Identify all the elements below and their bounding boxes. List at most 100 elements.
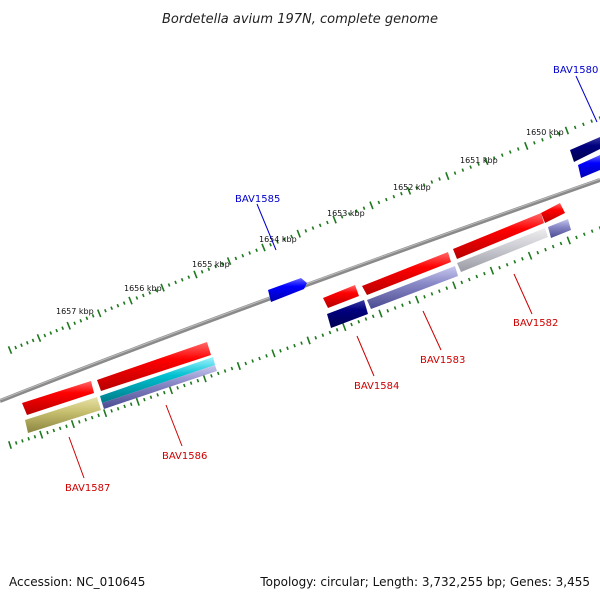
leader-bav1587 bbox=[68, 436, 85, 479]
inner-tick-mark bbox=[84, 417, 87, 422]
outer-tick-mark bbox=[61, 326, 65, 330]
inner-tick-mark bbox=[230, 366, 234, 371]
outer-tick-mark bbox=[85, 316, 89, 321]
feature-bav1580-navy[interactable] bbox=[570, 137, 600, 162]
inner-tick-mark bbox=[467, 277, 471, 282]
outer-tick-mark bbox=[573, 125, 577, 130]
inner-tick-mark bbox=[551, 244, 555, 249]
outer-tick-mark bbox=[549, 134, 552, 139]
outer-tick-mark bbox=[49, 331, 53, 335]
outer-tick-mark bbox=[248, 251, 251, 255]
outer-tick-mark bbox=[226, 257, 232, 266]
outer-tick-mark bbox=[261, 243, 266, 252]
inner-tick-ring bbox=[8, 226, 600, 450]
outer-tick-mark bbox=[461, 168, 465, 172]
outer-tick-mark bbox=[31, 338, 35, 343]
feature-bav1587-gene[interactable] bbox=[22, 381, 94, 415]
feature-bav1582-gene[interactable] bbox=[453, 213, 544, 259]
inner-tick-mark bbox=[293, 343, 296, 348]
inner-tick-mark bbox=[513, 260, 517, 264]
inner-tick-mark bbox=[430, 292, 434, 296]
feature-bav1584-gene[interactable] bbox=[323, 285, 359, 308]
feature-bav1586-gene[interactable] bbox=[97, 342, 211, 391]
inner-tick-mark bbox=[386, 309, 390, 313]
outer-tick-mark bbox=[332, 215, 337, 224]
outer-tick-mark bbox=[304, 229, 308, 233]
outer-tick-mark bbox=[415, 186, 418, 190]
inner-tick-mark bbox=[475, 274, 479, 279]
feature-bav1583-domain[interactable] bbox=[367, 266, 458, 309]
inner-tick-mark bbox=[202, 374, 207, 383]
inner-tick-mark bbox=[46, 430, 49, 435]
outer-tick-mark bbox=[318, 223, 322, 228]
outer-tick-mark bbox=[160, 283, 165, 292]
outer-tick-mark bbox=[128, 296, 133, 305]
feature-bav1586-domain-cyan[interactable] bbox=[100, 357, 215, 403]
outer-tick-mark bbox=[500, 153, 504, 157]
inner-tick-mark bbox=[8, 440, 12, 450]
outer-tick-mark bbox=[7, 345, 13, 355]
inner-tick-mark bbox=[414, 295, 420, 304]
inner-tick-mark bbox=[423, 295, 426, 299]
inner-tick-mark bbox=[364, 317, 368, 321]
outer-tick-mark bbox=[516, 147, 520, 151]
tick-label-1652: 1652 kbp bbox=[393, 183, 431, 192]
outer-tick-mark bbox=[141, 293, 145, 298]
outer-tick-mark bbox=[508, 150, 512, 154]
feature-bav1582-domain[interactable] bbox=[457, 228, 548, 272]
inner-tick-mark bbox=[350, 322, 353, 327]
map-title: Bordetella avium 197N, complete genome bbox=[162, 12, 438, 27]
outer-tick-mark bbox=[180, 278, 184, 282]
inner-tick-mark bbox=[21, 439, 24, 443]
outer-tick-mark bbox=[492, 156, 496, 160]
outer-tick-mark bbox=[400, 191, 403, 196]
inner-tick-mark bbox=[489, 266, 495, 275]
inner-tick-mark bbox=[103, 409, 108, 418]
feature-bav1582-domain-b[interactable] bbox=[548, 219, 571, 238]
gene-label-bav1585[interactable]: BAV1585 bbox=[235, 194, 280, 205]
gene-label-bav1580[interactable]: BAV1580 bbox=[553, 65, 598, 76]
inner-tick-mark bbox=[265, 354, 268, 358]
feature-bav1585-gene[interactable] bbox=[268, 278, 307, 302]
inner-tick-mark bbox=[393, 306, 397, 310]
inner-tick-mark bbox=[408, 300, 412, 305]
outer-tick-mark bbox=[91, 314, 95, 318]
inner-tick-mark bbox=[110, 409, 113, 413]
outer-tick-mark bbox=[377, 200, 381, 205]
inner-tick-mark bbox=[90, 415, 94, 420]
outer-tick-mark bbox=[200, 270, 204, 274]
inner-tick-mark bbox=[135, 397, 140, 406]
inner-tick-mark bbox=[438, 289, 441, 293]
outer-tick-mark bbox=[66, 321, 71, 330]
gene-label-bav1587[interactable]: BAV1587 bbox=[65, 483, 110, 494]
inner-tick-mark bbox=[168, 386, 174, 395]
genome-backbone-highlight bbox=[0, 178, 600, 401]
inner-tick-mark bbox=[300, 341, 303, 345]
feature-bav1584-domain[interactable] bbox=[327, 300, 368, 328]
gene-label-bav1583[interactable]: BAV1583 bbox=[420, 355, 465, 366]
feature-bav1587-domain[interactable] bbox=[25, 397, 101, 433]
inner-tick-mark bbox=[401, 303, 404, 307]
outer-tick-mark bbox=[369, 201, 374, 210]
feature-bav1586-domain-lav[interactable] bbox=[102, 365, 217, 409]
inner-tick-mark bbox=[521, 257, 524, 261]
feature-bav1583-gene[interactable] bbox=[362, 252, 451, 295]
inner-tick-mark bbox=[129, 402, 133, 406]
tick-label-1655: 1655 kbp bbox=[192, 260, 230, 269]
inner-tick-mark bbox=[582, 232, 586, 237]
outer-tick-mark bbox=[193, 270, 198, 279]
gene-label-bav1582[interactable]: BAV1582 bbox=[513, 318, 558, 329]
inner-tick-mark bbox=[176, 386, 179, 390]
outer-tick-mark bbox=[104, 308, 107, 313]
outer-tick-mark bbox=[362, 206, 366, 210]
outer-tick-mark bbox=[269, 242, 272, 247]
gene-label-bav1586[interactable]: BAV1586 bbox=[162, 451, 207, 462]
inner-tick-mark bbox=[196, 378, 200, 383]
inner-tick-mark bbox=[306, 336, 311, 345]
outer-tick-mark bbox=[154, 288, 158, 293]
gene-label-bav1584[interactable]: BAV1584 bbox=[354, 381, 399, 392]
inner-tick-mark bbox=[371, 314, 375, 319]
feature-bav1580-blue[interactable] bbox=[578, 155, 600, 178]
inner-tick-mark bbox=[163, 390, 166, 395]
feature-bav1582-gene-tip[interactable] bbox=[541, 203, 565, 223]
